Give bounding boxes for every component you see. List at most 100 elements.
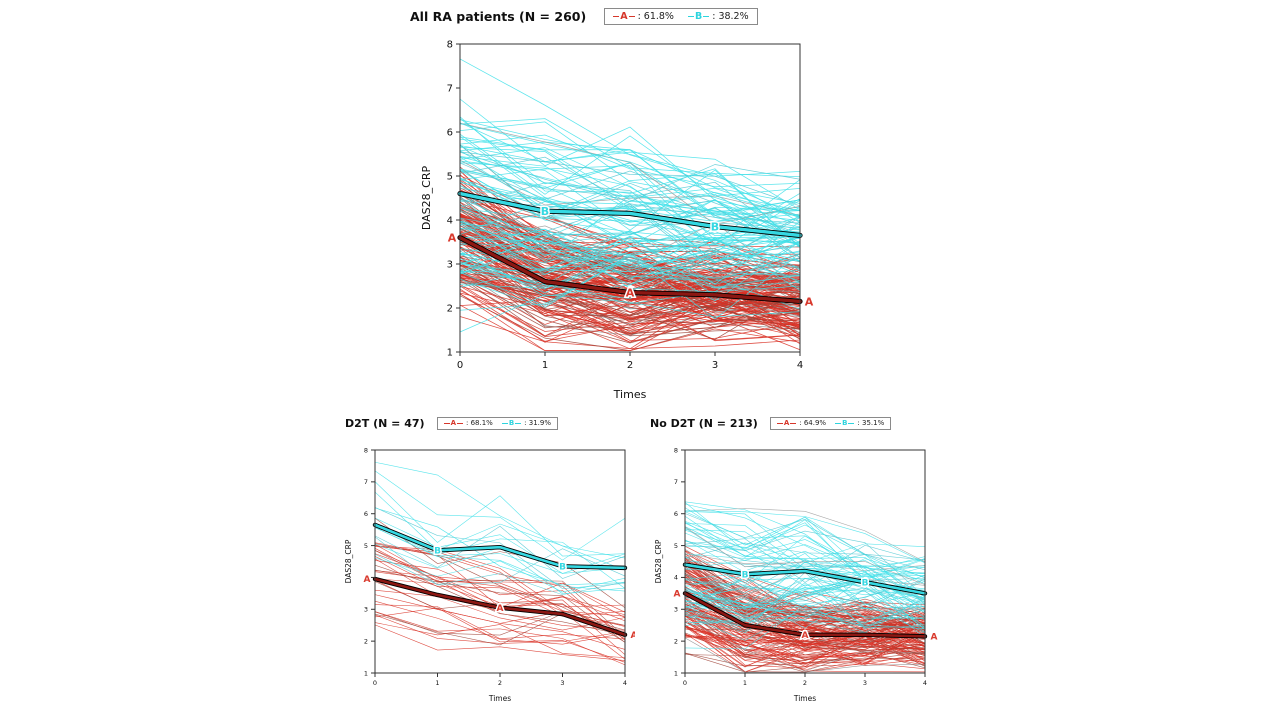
legend-item-class-a: A : 68.1% (443, 419, 493, 427)
legend-item-class-b: B : 35.1% (835, 419, 884, 427)
svg-text:7: 7 (447, 84, 453, 95)
chart-legend: A : 68.1% B : 31.9% (436, 416, 558, 430)
legend-dash (501, 422, 508, 424)
svg-text:A: A (931, 633, 938, 643)
svg-text:4: 4 (797, 360, 803, 371)
svg-text:A: A (631, 631, 635, 641)
svg-text:8: 8 (674, 446, 678, 454)
chart-panel-all-ra: All RA patients (N = 260) A : 61.8% B : … (400, 4, 820, 414)
legend-dash (776, 422, 783, 424)
class-b-line-symbol: B (835, 419, 855, 427)
legend-dash (703, 15, 710, 17)
legend-dash (835, 422, 842, 424)
svg-text:3: 3 (447, 260, 453, 271)
legend-item-class-b: B : 38.2% (687, 10, 749, 22)
svg-text:DAS28_CRP: DAS28_CRP (344, 539, 353, 583)
legend-item-class-b: B : 31.9% (501, 419, 551, 427)
chart-title: D2T (N = 47) (345, 416, 425, 430)
svg-text:3: 3 (560, 679, 564, 687)
svg-text:7: 7 (364, 478, 368, 486)
svg-text:8: 8 (364, 446, 368, 454)
svg-text:4: 4 (364, 574, 368, 582)
svg-text:1: 1 (447, 348, 453, 359)
svg-text:B: B (711, 220, 719, 233)
legend-percentage: : 61.8% (637, 10, 674, 22)
svg-text:2: 2 (364, 637, 368, 645)
legend-dash (628, 15, 635, 17)
legend-item-class-a: A : 61.8% (613, 11, 674, 22)
legend-dash (790, 422, 797, 424)
svg-text:1: 1 (674, 669, 678, 677)
legend-percentage: : 35.1% (857, 419, 885, 427)
svg-text:A: A (626, 286, 635, 299)
svg-text:3: 3 (863, 679, 867, 687)
svg-text:2: 2 (674, 637, 678, 645)
legend-letter: A (450, 419, 456, 427)
legend-percentage: : 38.2% (712, 10, 749, 22)
svg-text:5: 5 (674, 542, 678, 550)
svg-text:B: B (559, 562, 566, 572)
svg-text:A: A (802, 631, 809, 641)
chart-header: All RA patients (N = 260) A : 61.8% B : … (400, 4, 820, 28)
chart-header: D2T (N = 47) A : 68.1% B : 31.9% (335, 413, 635, 433)
svg-text:DAS28_CRP: DAS28_CRP (654, 539, 663, 583)
legend-letter: B (842, 419, 848, 427)
svg-text:2: 2 (627, 360, 633, 371)
svg-text:Times: Times (793, 694, 816, 703)
chart-title: No D2T (N = 213) (650, 416, 758, 430)
svg-text:1: 1 (364, 669, 368, 677)
class-a-line-symbol: A (443, 419, 463, 427)
svg-text:2: 2 (498, 679, 502, 687)
legend-dash (456, 422, 463, 424)
legend-item-class-a: A : 64.9% (776, 419, 827, 427)
legend-percentage: : 64.9% (799, 419, 827, 427)
legend-dash (613, 15, 620, 17)
svg-text:5: 5 (447, 172, 453, 183)
svg-text:0: 0 (373, 679, 377, 687)
svg-text:2: 2 (447, 304, 453, 315)
svg-text:A: A (497, 604, 504, 614)
legend-percentage: : 31.9% (524, 419, 551, 427)
svg-text:2: 2 (803, 679, 807, 687)
chart-legend: A : 64.9% B : 35.1% (769, 416, 892, 430)
svg-text:4: 4 (447, 216, 453, 227)
legend-letter: B (694, 10, 703, 22)
svg-text:6: 6 (364, 510, 368, 518)
class-b-line-symbol: B (501, 419, 522, 427)
svg-text:3: 3 (674, 606, 678, 614)
svg-text:A: A (805, 295, 814, 308)
class-a-line-symbol: A (613, 10, 635, 22)
chart-header: No D2T (N = 213) A : 64.9% B : 35.1% (645, 413, 945, 433)
svg-text:B: B (742, 570, 749, 580)
chart-title: All RA patients (N = 260) (410, 8, 587, 24)
legend-letter: A (620, 10, 628, 22)
svg-text:4: 4 (623, 679, 627, 687)
legend-dash (687, 15, 694, 17)
class-b-line-symbol: B (687, 10, 710, 22)
svg-text:A: A (364, 575, 371, 585)
svg-text:Times: Times (613, 388, 647, 401)
svg-text:6: 6 (447, 128, 453, 139)
svg-text:Times: Times (488, 694, 511, 703)
legend-dash (443, 422, 450, 424)
legend-dash (515, 422, 522, 424)
legend-letter: A (783, 419, 790, 427)
svg-text:4: 4 (674, 574, 678, 582)
svg-text:8: 8 (447, 40, 453, 51)
svg-text:B: B (434, 547, 441, 557)
legend-dash (848, 422, 855, 424)
chart-legend: A : 61.8% B : 38.2% (604, 7, 758, 25)
svg-text:B: B (862, 578, 869, 588)
svg-text:3: 3 (712, 360, 718, 371)
svg-text:1: 1 (435, 679, 439, 687)
svg-text:B: B (541, 205, 549, 218)
legend-letter: B (508, 419, 515, 427)
svg-text:DAS28_CRP: DAS28_CRP (420, 166, 433, 231)
svg-text:A: A (674, 590, 681, 600)
svg-text:0: 0 (457, 360, 463, 371)
